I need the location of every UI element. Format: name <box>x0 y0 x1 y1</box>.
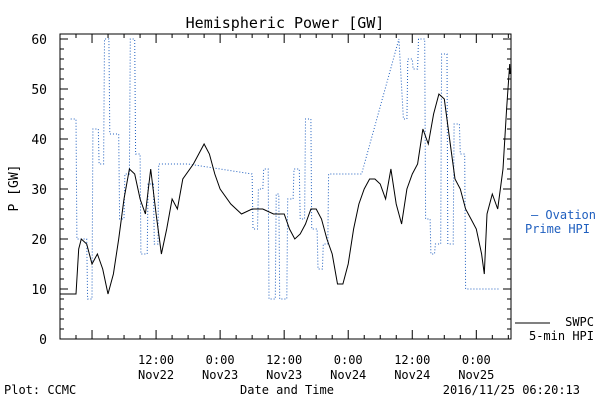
x-tick-label-date: Nov23 <box>202 368 238 382</box>
y-tick-label: 60 <box>31 33 47 48</box>
x-tick-label-time: 0:00 <box>334 353 363 367</box>
legend-ovation-line1: — Ovation <box>531 208 596 222</box>
x-tick-label-time: 0:00 <box>462 353 491 367</box>
plot-frame <box>59 33 512 340</box>
chart-title: Hemispheric Power [GW] <box>186 14 385 32</box>
y-tick-label: 10 <box>31 283 47 298</box>
x-tick-label-time: 12:00 <box>138 353 174 367</box>
x-tick-label-date: Nov25 <box>458 368 494 382</box>
plot-area: 010203040506012:00Nov220:00Nov2312:00Nov… <box>31 33 512 382</box>
x-tick-label-time: 0:00 <box>206 353 235 367</box>
footer-timestamp: 2016/11/25 06:20:13 <box>443 383 580 397</box>
x-axis-label: Date and Time <box>240 383 334 397</box>
y-tick-label: 20 <box>31 233 47 248</box>
y-tick-label: 40 <box>31 133 47 148</box>
legend-swpc-line2: 5-min HPI <box>529 329 594 343</box>
x-tick-label-date: Nov22 <box>138 368 174 382</box>
series-ovation-prime-hpi <box>70 38 501 300</box>
x-tick-label-date: Nov24 <box>330 368 366 382</box>
x-tick-label-time: 12:00 <box>266 353 302 367</box>
y-tick-label: 50 <box>31 83 47 98</box>
x-tick-label-date: Nov23 <box>266 368 302 382</box>
y-tick-label: 0 <box>39 333 47 348</box>
x-tick-label-time: 12:00 <box>394 353 430 367</box>
legend-ovation-line2: Prime HPI <box>525 222 590 236</box>
y-tick-label: 30 <box>31 183 47 198</box>
footer-plot-credit: Plot: CCMC <box>4 383 76 397</box>
series-swpc-5min-hpi <box>60 63 511 295</box>
legend-swpc-line1: SWPC <box>565 315 594 329</box>
y-axis-label: P [GW] <box>7 165 22 212</box>
x-tick-label-date: Nov24 <box>394 368 430 382</box>
